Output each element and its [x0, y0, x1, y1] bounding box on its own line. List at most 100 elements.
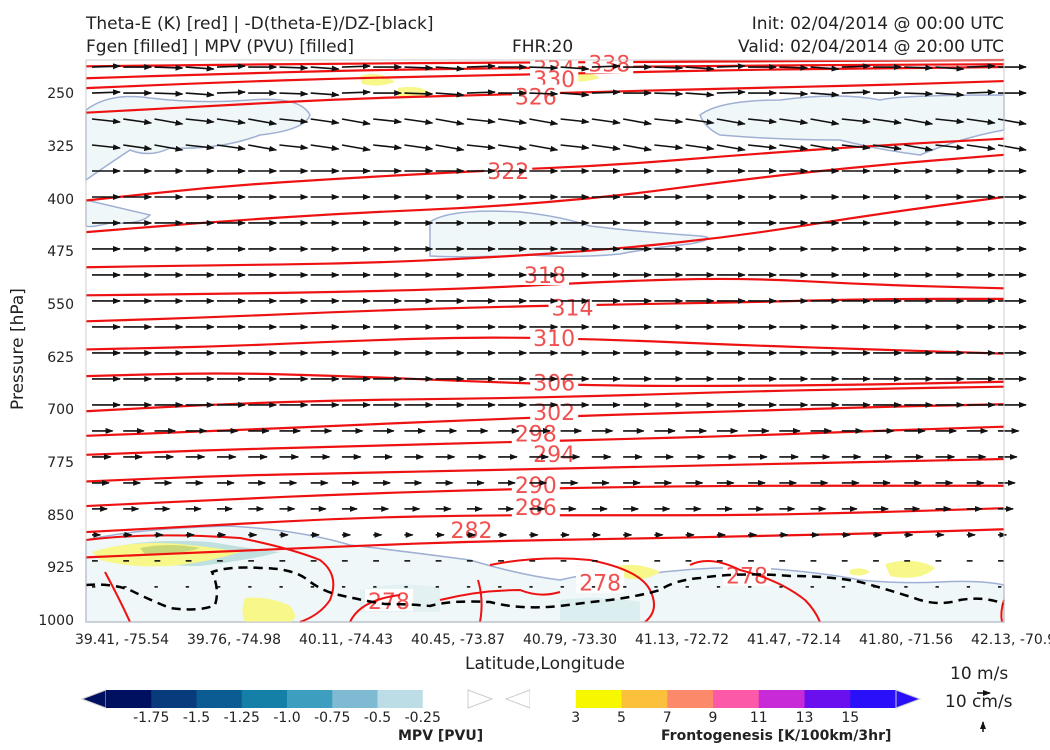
wind-arrow: [591, 144, 621, 151]
theta-e-label: 318: [524, 264, 566, 289]
wind-arrow: [904, 64, 934, 71]
wind-arrow: [341, 118, 371, 126]
colorbar-segment: [667, 690, 714, 708]
theta-e-contour-line: [85, 58, 1005, 68]
fgen-colorbar: [504, 689, 922, 709]
wind-arrow: [466, 63, 496, 70]
theta-e-contour-line: [85, 425, 1005, 456]
y-tick-label: 625: [47, 349, 74, 366]
wind-arrow: [154, 118, 184, 126]
x-tick-label: 41.47, -72.14: [746, 632, 842, 648]
wind-arrow: [747, 118, 778, 125]
theta-e-label: 338: [588, 53, 630, 78]
y-tick-label: 400: [47, 191, 74, 208]
wind-arrow: [373, 144, 403, 151]
wind-arrow: [341, 89, 371, 96]
mpv-colorbar: [80, 689, 494, 709]
wind-arrow: [872, 144, 903, 151]
wind-arrow: [529, 90, 559, 97]
wind-arrow: [716, 63, 746, 70]
wind-arrow: [935, 65, 965, 72]
colorbar-segment: [241, 690, 288, 708]
theta-e-label-bg: [511, 421, 560, 444]
colorbar-tick-label: -0.75: [314, 710, 351, 726]
wind-arrow: [935, 91, 965, 98]
wind-arrow: [622, 118, 653, 126]
wind-vectors: [91, 63, 1027, 588]
wind-arrow: [529, 118, 559, 126]
wind-arrow: [779, 64, 809, 71]
wind-arrow: [279, 64, 309, 71]
colorbar-extend-left: [80, 689, 107, 709]
colorbar-segment: [196, 690, 243, 708]
colorbar-tick-label: 11: [749, 710, 768, 726]
wind-arrow: [404, 64, 434, 71]
colorbar-tick-label: -1.75: [133, 710, 170, 726]
colorbar-tick-label: -0.25: [404, 710, 441, 726]
colorbar-segment: [377, 690, 424, 708]
theta-e-contour-line: [85, 79, 1005, 114]
wind-arrow: [997, 118, 1027, 126]
wind-arrow: [154, 64, 184, 71]
colorbar-tick-label: -0.5: [363, 710, 392, 726]
theta-e-label: 314: [552, 296, 594, 321]
theta-e-contour-line: [85, 484, 1004, 508]
wind-arrow: [716, 144, 746, 152]
wind-arrow: [966, 118, 996, 125]
colorbar-tick-label: -1.5: [182, 710, 211, 726]
fgen-colorbar-title: Frontogenesis [K/100km/3hr]: [661, 728, 892, 744]
plot-frame: [85, 59, 1005, 623]
theta-e-label-bg: [511, 473, 560, 496]
y-tick-label: 475: [47, 244, 74, 261]
reference-vertical-label: 10 cm/s: [945, 692, 1013, 712]
wind-arrow: [498, 144, 528, 151]
wind-arrow: [404, 90, 434, 97]
wind-arrow: [248, 144, 278, 152]
colorbar-tick-label: 7: [662, 710, 672, 726]
x-axis-label: Latitude,Longitude: [465, 654, 625, 674]
frontogenesis-strong-core: [140, 545, 200, 555]
wind-arrow: [966, 63, 996, 70]
colorbar-segment: [287, 690, 333, 708]
theta-e-label-bg: [722, 563, 771, 586]
wind-arrow: [466, 144, 496, 151]
wind-arrow: [498, 118, 528, 125]
colorbar-segment: [804, 690, 851, 708]
wind-arrow: [185, 65, 215, 72]
wind-arrow: [841, 144, 871, 151]
colorbar-extend-right: [467, 689, 494, 709]
theta-e-label: 310: [533, 327, 575, 352]
colorbar-segment: [758, 690, 805, 708]
wind-arrow: [654, 118, 684, 125]
x-tick-label: 41.80, -71.56: [858, 632, 954, 648]
wind-arrow: [810, 65, 840, 72]
theta-e-label: 326: [515, 86, 557, 111]
y-tick-label: 925: [47, 560, 74, 577]
wind-arrow: [123, 144, 153, 151]
wind-arrow: [435, 144, 465, 152]
wind-arrow: [310, 118, 340, 125]
wind-arrow: [91, 118, 121, 125]
wind-arrow: [810, 91, 840, 98]
y-tick-label: 550: [47, 296, 74, 313]
wind-arrow: [529, 144, 559, 152]
wind-arrow: [216, 118, 246, 125]
wind-arrow: [341, 144, 371, 152]
theta-e-label: 278: [579, 572, 621, 597]
wind-arrow: [779, 144, 809, 151]
y-tick-label: 250: [47, 86, 74, 103]
wind-arrow: [779, 90, 809, 97]
wind-arrow: [560, 91, 590, 98]
colorbar-segment: [332, 690, 378, 708]
wind-arrow: [872, 118, 903, 125]
theta-e-label-bg: [521, 262, 569, 285]
wind-arrow: [841, 89, 871, 96]
wind-arrow: [435, 118, 465, 126]
wind-arrow: [185, 91, 215, 98]
wind-arrow: [310, 65, 340, 72]
theta-e-label: 282: [451, 519, 493, 544]
wind-arrow: [654, 64, 684, 71]
wind-arrow: [810, 118, 840, 126]
wind-arrow: [997, 144, 1027, 152]
